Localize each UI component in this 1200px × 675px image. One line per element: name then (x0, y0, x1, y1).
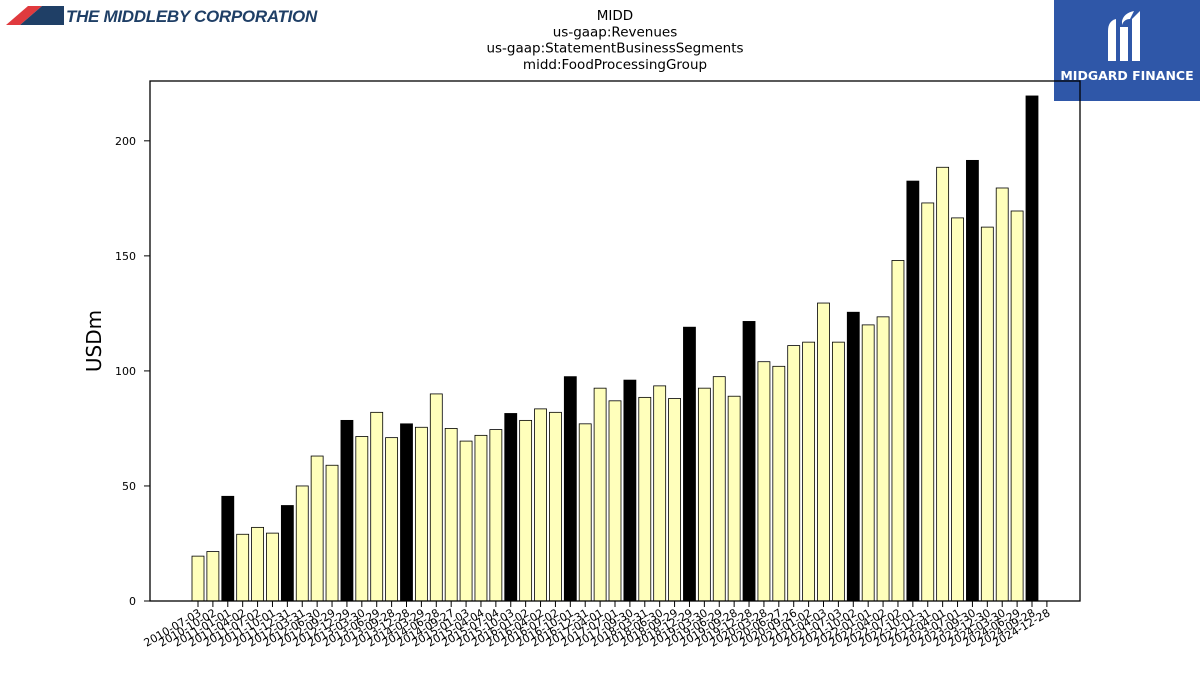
bar (1010, 210, 1024, 602)
bar (802, 341, 816, 602)
chart-title-line: MIDD (597, 8, 633, 24)
bar (906, 180, 920, 602)
bar (251, 526, 264, 602)
bar (459, 440, 473, 602)
bar (638, 396, 652, 602)
bar (861, 324, 875, 602)
y-tick-label: 100 (115, 365, 136, 378)
bar (846, 311, 860, 602)
bar (444, 428, 458, 602)
bar (921, 202, 935, 602)
bar (593, 387, 607, 602)
bar (504, 413, 518, 602)
y-tick-label: 200 (115, 135, 136, 148)
y-axis: 0 50 100 150 200 (115, 135, 150, 608)
bar (534, 408, 547, 602)
bar (683, 326, 696, 602)
bar (563, 376, 577, 602)
y-tick-label: 150 (115, 250, 136, 263)
x-axis: 2010-07-032010-10-022011-01-012011-04-02… (142, 601, 1052, 650)
bar (936, 166, 950, 602)
bar (414, 426, 428, 602)
bar (966, 159, 979, 602)
bar (995, 187, 1009, 602)
bar (236, 533, 250, 602)
bar (757, 361, 771, 602)
bar (578, 423, 592, 602)
bar (206, 551, 220, 602)
middleby-logo-text: THE MIDDLEBY CORPORATION (66, 7, 317, 26)
bar (608, 400, 622, 602)
bar (325, 464, 339, 602)
bar (385, 437, 399, 602)
bar (474, 434, 488, 602)
bar (623, 379, 637, 602)
bar (549, 411, 562, 602)
bar (266, 532, 279, 602)
bar (668, 398, 681, 602)
bar (742, 321, 756, 602)
bar (191, 555, 205, 602)
chart-title: MIDDus-gaap:Revenuesus-gaap:StatementBus… (486, 8, 743, 73)
bar (697, 387, 711, 602)
bar (951, 217, 964, 602)
y-tick-label: 0 (129, 595, 136, 608)
bar (310, 455, 324, 602)
bar (980, 226, 994, 602)
midgard-logo: MIDGARD FINANCE (1054, 0, 1200, 101)
bar (280, 505, 294, 602)
bar (787, 345, 801, 602)
bar (727, 395, 741, 602)
bar (429, 393, 443, 602)
bar (817, 302, 830, 602)
bar (772, 365, 786, 602)
bar (400, 423, 413, 602)
bar (876, 316, 890, 602)
y-tick-label: 50 (122, 480, 136, 493)
y-axis-label: USDm (82, 310, 106, 372)
bar (340, 419, 354, 602)
bar (891, 260, 905, 602)
midgard-logo-icon (1108, 11, 1140, 61)
chart-title-line: us-gaap:StatementBusinessSegments (486, 41, 743, 57)
bar (489, 429, 503, 602)
bar (831, 341, 845, 602)
bar (355, 436, 369, 602)
bar (221, 495, 235, 602)
chart-title-line: us-gaap:Revenues (553, 24, 678, 40)
bar (295, 485, 309, 602)
bar-series (191, 95, 1039, 602)
bar (712, 376, 726, 602)
bar (653, 385, 667, 602)
bar (1025, 95, 1039, 602)
midgard-logo-text: MIDGARD FINANCE (1060, 68, 1194, 83)
bar (370, 411, 384, 602)
middleby-logo-icon (6, 6, 64, 25)
chart-title-line: midd:FoodProcessingGroup (523, 57, 707, 73)
bar (519, 419, 533, 602)
middleby-logo: THE MIDDLEBY CORPORATION (6, 5, 317, 29)
